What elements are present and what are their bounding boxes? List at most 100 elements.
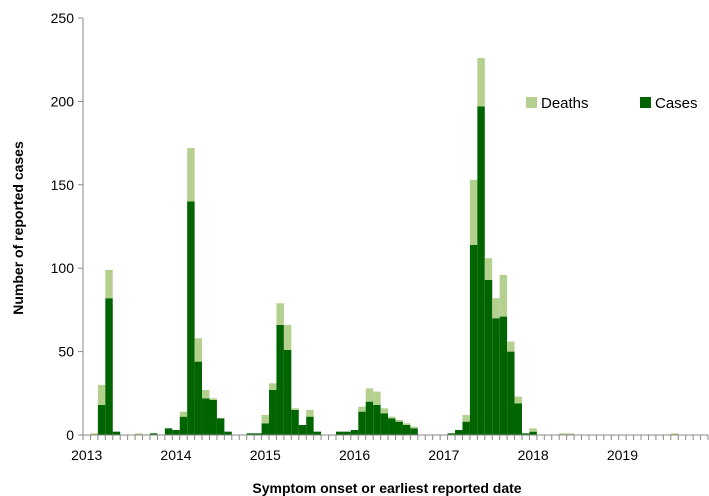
bar-cases	[343, 431, 351, 435]
bar-deaths	[187, 148, 195, 202]
bar-deaths	[283, 324, 292, 350]
y-tick-label: 200	[51, 93, 75, 109]
legend-label-cases: Cases	[655, 95, 698, 112]
bar-cases	[209, 399, 217, 435]
bar-cases	[521, 433, 530, 435]
bar-cases	[216, 418, 225, 435]
legend: Deaths Cases	[526, 95, 698, 112]
bar-deaths	[462, 414, 470, 422]
bar-cases	[492, 318, 500, 435]
bar-deaths	[202, 389, 210, 399]
bar-cases	[313, 431, 322, 435]
legend-swatch-deaths	[526, 97, 537, 108]
bar-deaths	[484, 258, 493, 280]
bar-cases	[499, 316, 508, 435]
bar-cases	[402, 424, 411, 435]
bar-cases	[261, 423, 270, 435]
bar-cases	[224, 431, 232, 435]
y-tick-label: 50	[58, 344, 74, 360]
x-axis-title: Symptom onset or earliest reported date	[252, 480, 521, 496]
y-tick-label: 100	[51, 260, 75, 276]
bar-deaths	[477, 58, 485, 107]
bar-deaths	[90, 433, 98, 435]
bar-cases	[484, 279, 493, 435]
bar-deaths	[507, 341, 515, 352]
bar-cases	[514, 403, 522, 435]
bar-deaths	[402, 423, 411, 425]
bar-cases	[388, 418, 396, 435]
bar-cases	[105, 298, 113, 435]
legend-label-deaths: Deaths	[541, 95, 589, 112]
bar-cases	[455, 429, 463, 435]
bar-deaths	[269, 383, 277, 390]
bar-cases	[447, 433, 456, 435]
bar-cases	[187, 201, 195, 435]
bar-cases	[335, 431, 344, 435]
bar-cases	[350, 429, 359, 435]
bar-cases	[283, 349, 292, 435]
bar-deaths	[388, 416, 396, 419]
bar-cases	[358, 411, 366, 435]
bar-deaths	[559, 433, 567, 435]
bar-deaths	[492, 298, 500, 319]
bar-cases	[97, 404, 106, 435]
x-tick-label: 2016	[339, 447, 370, 463]
bar-deaths	[529, 428, 537, 432]
bar-cases	[477, 106, 485, 436]
bar-deaths	[380, 408, 389, 414]
bar-deaths	[209, 398, 217, 400]
axes-layer: 0 50 100 150 200 250 2013 2014 2015 2016 2017 2018 2…	[51, 10, 709, 463]
bar-cases	[529, 431, 537, 435]
bar-cases	[202, 398, 210, 435]
bar-cases	[298, 424, 307, 435]
bar-cases	[395, 421, 403, 435]
bar-deaths	[670, 433, 679, 435]
bar-cases	[254, 433, 262, 435]
bar-cases	[276, 324, 284, 435]
bar-deaths	[306, 409, 314, 417]
bar-cases	[410, 428, 418, 435]
bar-deaths	[395, 419, 403, 422]
bar-deaths	[97, 384, 106, 405]
bar-deaths	[135, 433, 143, 435]
x-tick-label: 2017	[428, 447, 459, 463]
x-tick-label: 2015	[250, 447, 281, 463]
bar-cases	[462, 421, 470, 435]
bar-cases	[306, 416, 314, 435]
x-tick-label: 2014	[160, 447, 191, 463]
bar-cases	[469, 244, 478, 435]
bar-deaths	[469, 179, 478, 245]
bar-cases	[373, 404, 381, 435]
bar-cases	[179, 416, 188, 435]
bar-cases	[164, 428, 173, 435]
bar-deaths	[261, 414, 270, 424]
y-tick-label: 250	[51, 10, 75, 26]
bar-cases	[291, 409, 299, 435]
legend-swatch-cases	[640, 97, 651, 108]
bar-deaths	[410, 426, 418, 429]
bar-deaths	[566, 433, 575, 435]
bar-deaths	[291, 408, 299, 410]
bar-deaths	[499, 274, 508, 317]
bar-deaths	[514, 396, 522, 404]
bar-cases	[269, 389, 277, 435]
bar-deaths	[276, 303, 284, 325]
bar-deaths	[373, 391, 381, 405]
y-axis-title: Number of reported cases	[10, 141, 26, 315]
bar-deaths	[179, 411, 188, 417]
y-tick-label: 0	[66, 427, 74, 443]
bar-deaths	[365, 388, 374, 402]
x-tick-label: 2019	[607, 447, 638, 463]
bar-cases	[112, 431, 121, 435]
bar-cases	[365, 401, 374, 435]
bar-cases	[380, 413, 389, 435]
bar-cases	[172, 429, 180, 435]
x-tick-label: 2013	[71, 447, 102, 463]
x-tick-label: 2018	[518, 447, 549, 463]
bar-cases	[149, 433, 158, 435]
y-tick-label: 150	[51, 177, 75, 193]
bar-cases	[194, 361, 203, 435]
bar-deaths	[358, 406, 366, 412]
bar-cases	[246, 433, 255, 435]
